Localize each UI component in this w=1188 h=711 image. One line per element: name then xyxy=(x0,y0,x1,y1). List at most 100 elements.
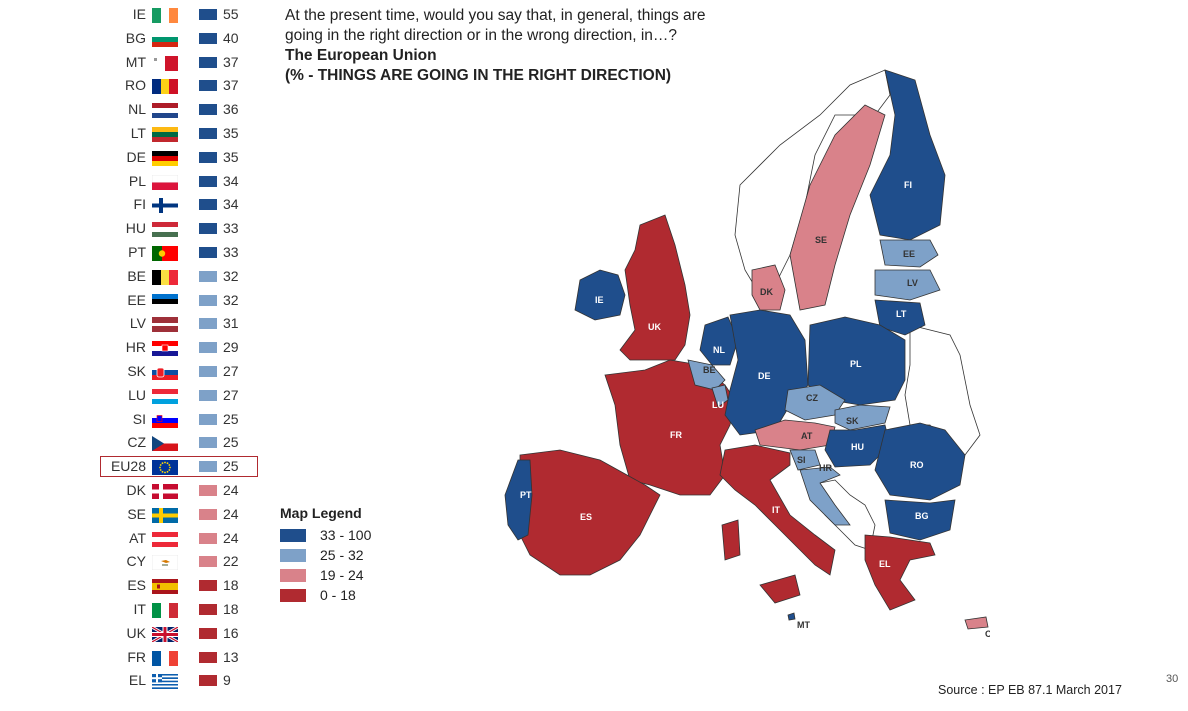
map-country-BG xyxy=(884,499,956,541)
country-code: CZ xyxy=(127,434,146,451)
country-row-ee: EE 32 xyxy=(100,289,260,311)
bg-flag-icon xyxy=(152,31,178,47)
legend-swatch xyxy=(280,569,306,582)
country-code: SE xyxy=(127,505,146,522)
country-row-dk: DK 24 xyxy=(100,479,260,501)
country-row-es: ES 18 xyxy=(100,574,260,596)
map-label-SK: SK xyxy=(846,416,859,426)
map-country-SI xyxy=(789,449,821,471)
value-band-swatch xyxy=(199,342,217,354)
legend-title: Map Legend xyxy=(280,505,362,521)
legend-label: 0 - 18 xyxy=(320,587,356,603)
value-band-swatch xyxy=(199,80,217,92)
map-label-FR: FR xyxy=(670,430,682,440)
map-label-PT: PT xyxy=(520,490,532,500)
map-country-LV xyxy=(874,269,941,301)
country-value: 9 xyxy=(223,672,231,689)
value-band-swatch xyxy=(199,437,217,449)
map-country-IE xyxy=(574,269,626,321)
legend-label: 19 - 24 xyxy=(320,567,364,583)
value-band-swatch xyxy=(199,247,217,258)
map-label-IE: IE xyxy=(595,295,604,305)
country-code: PL xyxy=(128,172,146,189)
country-value: 27 xyxy=(223,363,239,379)
es-flag-icon xyxy=(152,579,178,595)
ro-flag-icon xyxy=(152,79,178,95)
country-value: 18 xyxy=(223,577,239,594)
map-label-LT: LT xyxy=(896,309,907,319)
map-country-NL xyxy=(699,316,739,366)
eu28-highlight-box xyxy=(100,456,258,477)
legend-rows: 33 - 100 25 - 32 19 - 24 0 - 18 xyxy=(280,525,410,605)
fr-flag-icon xyxy=(152,650,178,666)
ee-flag-icon xyxy=(152,293,178,309)
map-label-EL: EL xyxy=(879,559,891,569)
lv-flag-icon xyxy=(152,317,178,333)
value-band-swatch xyxy=(199,104,217,116)
legend-item: 33 - 100 xyxy=(280,525,410,545)
country-row-eu28: EU28 25 xyxy=(100,455,260,477)
map-label-BE: BE xyxy=(703,365,716,375)
value-band-swatch xyxy=(199,9,217,20)
cz-flag-icon xyxy=(152,436,178,452)
value-band-swatch xyxy=(199,175,217,187)
country-value: 16 xyxy=(223,624,239,641)
country-code: LV xyxy=(129,315,146,332)
nl-flag-icon xyxy=(152,103,178,119)
country-row-lt: LT 35 xyxy=(100,122,260,144)
country-code: HU xyxy=(125,220,146,237)
value-band-swatch xyxy=(199,485,217,496)
value-band-swatch xyxy=(199,223,217,235)
country-row-se: SE 24 xyxy=(100,503,260,525)
pt-flag-icon xyxy=(152,246,178,261)
country-value: 25 xyxy=(223,410,239,427)
country-value: 32 xyxy=(223,267,239,284)
value-band-swatch xyxy=(199,32,217,44)
value-band-swatch xyxy=(199,294,217,306)
country-row-mt: MT 37 xyxy=(100,51,260,73)
at-flag-icon xyxy=(152,531,178,547)
map-country-DK xyxy=(751,264,786,311)
country-value: 22 xyxy=(223,553,239,570)
map-label-HR: HR xyxy=(819,463,832,473)
country-row-be: BE 32 xyxy=(100,265,260,287)
country-code: PT xyxy=(128,244,146,260)
country-value: 37 xyxy=(223,53,239,70)
country-row-ro: RO 37 xyxy=(100,74,260,96)
country-value: 24 xyxy=(223,482,239,498)
country-code: LT xyxy=(130,125,146,141)
country-value: 40 xyxy=(223,29,239,46)
map-country-RO xyxy=(874,422,966,501)
country-value: 29 xyxy=(223,339,239,356)
country-row-it: IT 18 xyxy=(100,598,260,620)
country-value: 34 xyxy=(223,196,239,213)
country-code: AT xyxy=(129,529,146,546)
country-row-cz: CZ 25 xyxy=(100,431,260,453)
map-label-DK: DK xyxy=(760,287,773,297)
legend-item: 19 - 24 xyxy=(280,565,410,585)
country-code: DK xyxy=(126,482,146,498)
value-band-swatch xyxy=(199,556,217,568)
map-label-UK: UK xyxy=(648,322,661,332)
map-country-LT xyxy=(874,299,926,336)
map-country-EL xyxy=(864,534,936,611)
source-note: Source : EP EB 87.1 March 2017 xyxy=(938,683,1122,697)
map-label-PL: PL xyxy=(850,359,862,369)
country-code: NL xyxy=(128,101,146,118)
country-value: 37 xyxy=(223,77,239,94)
value-band-swatch xyxy=(199,627,217,639)
country-code: FI xyxy=(133,196,146,213)
value-band-swatch xyxy=(199,532,217,544)
se-flag-icon xyxy=(152,507,178,523)
ie-flag-icon xyxy=(152,8,178,23)
country-code: CY xyxy=(126,553,146,570)
map-country-MT xyxy=(787,612,796,621)
country-row-uk: UK 16 xyxy=(100,622,260,644)
map-country-SK xyxy=(834,404,891,431)
value-band-swatch xyxy=(199,389,217,401)
value-band-swatch xyxy=(199,151,217,163)
question-line-1: At the present time, would you say that,… xyxy=(285,7,706,24)
map-label-BG: BG xyxy=(915,511,929,521)
value-band-swatch xyxy=(199,413,217,425)
fi-flag-icon xyxy=(152,198,178,214)
